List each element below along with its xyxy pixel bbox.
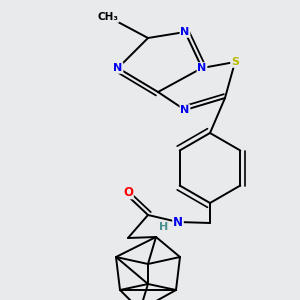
Text: O: O xyxy=(123,185,133,199)
Text: N: N xyxy=(180,27,190,37)
Text: CH₃: CH₃ xyxy=(98,12,118,22)
Text: H: H xyxy=(159,222,169,232)
Text: S: S xyxy=(231,57,239,67)
Text: N: N xyxy=(180,105,190,115)
Text: N: N xyxy=(197,63,207,73)
Text: N: N xyxy=(113,63,123,73)
Text: N: N xyxy=(173,215,183,229)
